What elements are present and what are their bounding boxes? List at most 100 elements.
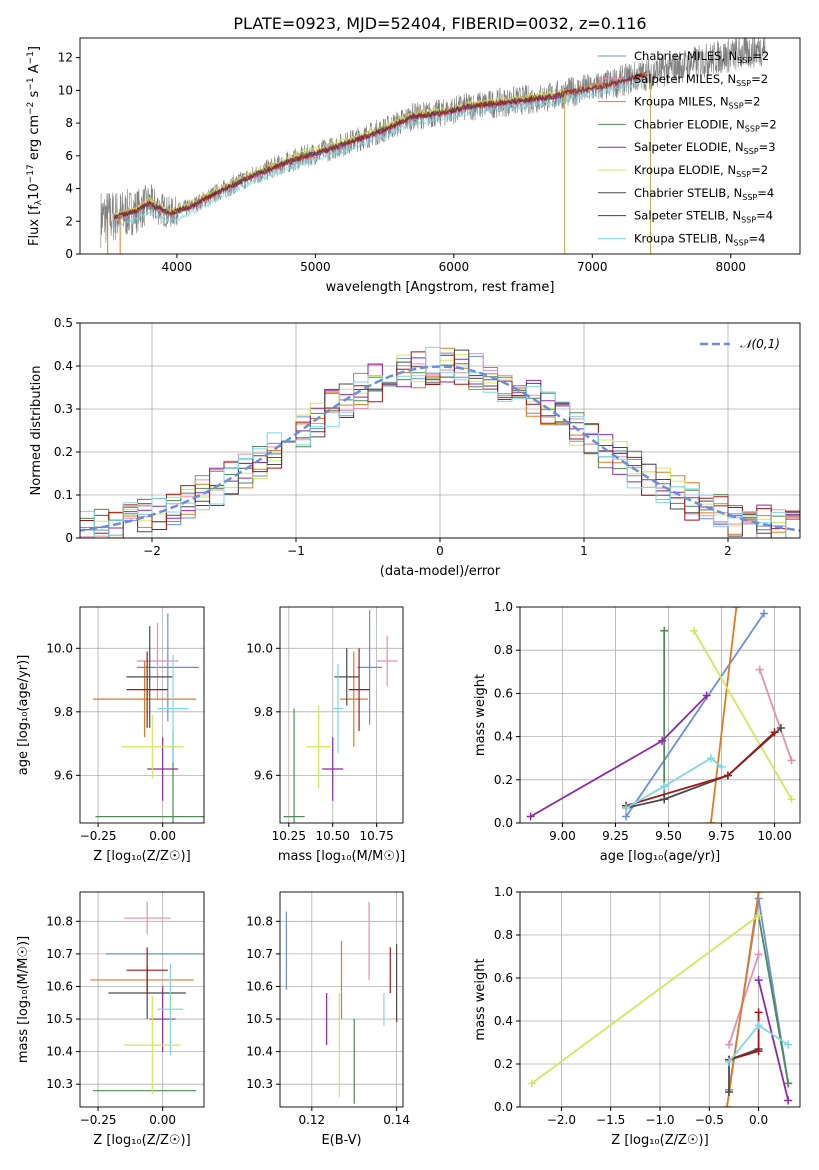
sfh-line bbox=[757, 915, 790, 1084]
legend-sub: SSP bbox=[737, 56, 752, 65]
y-tick-label: 0.1 bbox=[54, 488, 73, 502]
sfh-marker bbox=[658, 736, 667, 745]
sfh-line bbox=[530, 694, 708, 818]
x-tick-label: 6000 bbox=[439, 260, 470, 274]
axes-sfh-metallicity: −2.0 −1.5 −1.0 −0.5 0.0 0.0 0.2 0.4 0.6 0.8 1.0 bbox=[494, 885, 800, 1127]
sfh-line bbox=[625, 612, 765, 818]
x-tick-label: −1.5 bbox=[596, 1113, 625, 1127]
y-tick-label: 10.6 bbox=[246, 979, 273, 993]
model-spectrum bbox=[114, 89, 565, 217]
sfh-marker bbox=[660, 782, 669, 791]
spectrum-plot bbox=[100, 38, 766, 254]
y-tick-label: 4 bbox=[65, 182, 73, 196]
sfh-marker bbox=[660, 795, 669, 804]
sfh-marker bbox=[787, 795, 796, 804]
y-tick-label: 0.0 bbox=[494, 1100, 513, 1114]
sfh-marker bbox=[784, 1096, 793, 1105]
x-tick-label: 9.00 bbox=[549, 829, 576, 843]
y-tick-label: 10.7 bbox=[246, 947, 273, 961]
x-tick-label: 9.75 bbox=[708, 829, 735, 843]
axes-frame bbox=[519, 891, 801, 1108]
sfh-line bbox=[625, 757, 723, 809]
age-metallicity-plot bbox=[92, 613, 204, 823]
legend-label: Kroupa MILES, NSSP=2 bbox=[634, 95, 760, 111]
x-axis-label: Z [log₁₀(Z/Z☉)] bbox=[93, 849, 190, 864]
legend-label: Kroupa ELODIE, NSSP=2 bbox=[634, 163, 768, 179]
x-tick-label: −0.25 bbox=[80, 829, 117, 843]
legend-nssp: =4 bbox=[756, 209, 773, 223]
sfh-age-plot bbox=[526, 607, 796, 823]
residual-histogram bbox=[80, 346, 800, 538]
legend-name: Chabrier ELODIE, N bbox=[634, 117, 745, 131]
sfh-marker bbox=[755, 665, 764, 674]
y-axis-label-part: ] bbox=[27, 46, 42, 51]
sfh-marker bbox=[754, 1047, 763, 1056]
legend-nssp: =2 bbox=[751, 72, 768, 86]
sfh-marker bbox=[759, 609, 768, 618]
x-tick-label: −0.25 bbox=[80, 1113, 117, 1127]
y-tick-label: 10.6 bbox=[46, 979, 73, 993]
y-tick-label: 9.8 bbox=[54, 705, 73, 719]
y-tick-label: 10.5 bbox=[246, 1012, 273, 1026]
y-tick-label: 2 bbox=[65, 214, 73, 228]
axes-frame bbox=[79, 322, 801, 539]
y-axis-label-part: Flux [f bbox=[27, 205, 42, 246]
legend-name: Kroupa STELIB, N bbox=[634, 231, 734, 245]
sfh-marker bbox=[723, 1103, 732, 1107]
model-spectrum bbox=[114, 71, 648, 219]
mass-ebv-plot bbox=[285, 901, 398, 1104]
legend-nssp: =2 bbox=[744, 95, 761, 109]
axes-frame bbox=[79, 37, 801, 255]
sfh-marker bbox=[754, 911, 763, 920]
x-tick-label: 0.00 bbox=[149, 1113, 176, 1127]
legend-label: Kroupa STELIB, NSSP=4 bbox=[634, 231, 765, 247]
legend-label: Chabrier STELIB, NSSP=4 bbox=[634, 186, 774, 202]
legend-label: Salpeter STELIB, NSSP=4 bbox=[634, 209, 773, 225]
axes-age-mass: 10.25 10.50 10.75 9.6 9.8 10.0 bbox=[246, 607, 403, 843]
sfh-marker bbox=[776, 723, 785, 732]
legend-label: Salpeter ELODIE, NSSP=3 bbox=[634, 140, 776, 156]
legend-sub: SSP bbox=[736, 79, 751, 88]
x-tick-label: 0.0 bbox=[749, 1113, 768, 1127]
x-tick-label: 0 bbox=[436, 544, 444, 558]
sfh-marker bbox=[706, 819, 715, 823]
y-tick-label: 10.8 bbox=[46, 914, 73, 928]
y-tick-label: 0.8 bbox=[494, 928, 513, 942]
x-tick-label: −1 bbox=[287, 544, 305, 558]
sfh-marker bbox=[784, 1079, 793, 1088]
y-tick-label: 10.3 bbox=[246, 1077, 273, 1091]
legend-sub: SSP bbox=[744, 147, 759, 156]
y-axis-label-part: erg cm bbox=[27, 115, 42, 164]
panels: 4000 5000 6000 7000 8000024681012wavelength … bbox=[16, 37, 801, 1148]
y-tick-label: 10.0 bbox=[46, 641, 73, 655]
legend-label: Chabrier ELODIE, NSSP=2 bbox=[634, 117, 777, 133]
legend-name: Chabrier STELIB, N bbox=[634, 186, 742, 200]
x-tick-label: −2.0 bbox=[547, 1113, 576, 1127]
sfh-marker bbox=[660, 626, 669, 635]
x-tick-label: 1 bbox=[580, 544, 588, 558]
x-tick-label: 2 bbox=[724, 544, 732, 558]
y-tick-label: 1.0 bbox=[494, 885, 513, 899]
axes-mass-ebv: 0.12 0.14 10.3 10.4 10.5 10.6 10.7 10.8 bbox=[246, 892, 410, 1127]
y-tick-label: 10.5 bbox=[46, 1012, 73, 1026]
legend-nssp: =2 bbox=[752, 49, 769, 63]
legend-label: Chabrier MILES, NSSP=2 bbox=[634, 49, 769, 65]
sfh-marker bbox=[725, 1057, 734, 1066]
residual-plot bbox=[80, 346, 800, 538]
model-spectrum bbox=[114, 71, 648, 220]
sfh-line bbox=[531, 914, 760, 1085]
axes-spectrum: 4000 5000 6000 7000 8000 0 2 4 6 8 10 12 bbox=[58, 51, 746, 274]
y-tick-label: 0.2 bbox=[494, 1057, 513, 1071]
sfh-metallicity-plot bbox=[527, 892, 793, 1107]
sfh-marker bbox=[754, 892, 763, 896]
y-tick-label: 0.2 bbox=[494, 773, 513, 787]
sfh-line bbox=[693, 630, 793, 800]
y-axis-label-part: −2 bbox=[26, 102, 36, 115]
y-axis-label-part: −1 bbox=[26, 51, 36, 64]
y-tick-label: 10.0 bbox=[246, 641, 273, 655]
x-axis-label: wavelength [Angstrom, rest frame] bbox=[326, 280, 555, 295]
sfh-marker bbox=[526, 812, 535, 821]
sfh-marker bbox=[725, 1087, 734, 1096]
